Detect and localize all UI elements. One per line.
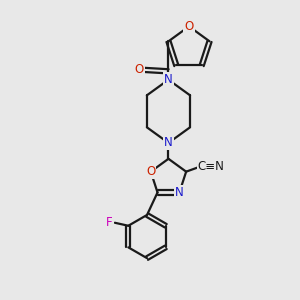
Text: O: O (146, 165, 155, 178)
Text: N: N (164, 136, 173, 149)
Text: N: N (175, 186, 184, 199)
Text: F: F (106, 216, 113, 229)
Text: O: O (135, 63, 144, 76)
Text: O: O (184, 20, 194, 33)
Text: N: N (164, 73, 173, 86)
Text: C≡N: C≡N (198, 160, 224, 173)
